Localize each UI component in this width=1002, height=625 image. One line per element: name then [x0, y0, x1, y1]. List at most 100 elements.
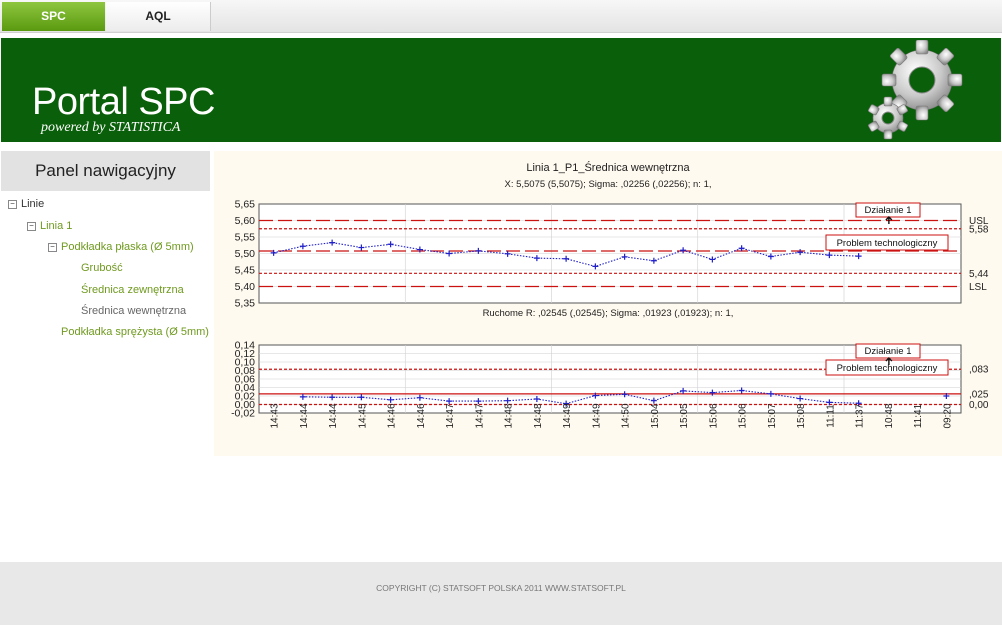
- x-tick-label: 15:08: [796, 403, 807, 428]
- chart-subtitle: X: 5,5075 (5,5075); Sigma: ,02256 (,0225…: [504, 179, 711, 190]
- x-tick-label: 10:48: [884, 403, 895, 428]
- portal-subtitle: powered by STATISTICA: [41, 120, 181, 135]
- data-point: [943, 393, 950, 399]
- x-tick-label: 14:44: [299, 403, 310, 428]
- y-tick-label: 5,45: [235, 265, 256, 277]
- x-tick-label: 14:46: [387, 403, 398, 428]
- data-point: [621, 391, 628, 398]
- data-point: [416, 246, 423, 253]
- data-point: [855, 400, 862, 407]
- data-point: [709, 389, 716, 396]
- data-point: [797, 395, 804, 402]
- data-point: [650, 397, 657, 404]
- nav-panel-heading: Panel nawigacyjny: [1, 151, 210, 191]
- y-tick-label: 0,08: [235, 365, 256, 377]
- x-tick-label: 11:41: [913, 403, 924, 428]
- x-tick-label: 11:11: [825, 404, 836, 428]
- y-tick-label: 0,02: [235, 391, 256, 403]
- tree-item-podkladka-plaska[interactable]: − Podkładka płaska (Ø 5mm): [48, 241, 194, 253]
- data-point: [533, 395, 540, 402]
- x-tick-label: 14:49: [591, 403, 602, 428]
- data-point: [446, 398, 453, 405]
- x-tick-label: 09:20: [942, 403, 953, 428]
- x-tick-label: 14:48: [504, 403, 515, 428]
- data-point: [680, 387, 687, 394]
- tree-item-label: Linie: [21, 198, 45, 210]
- control-chart: Linia 1_P1_Średnica wewnętrzna X: 5,5075 …: [231, 161, 989, 429]
- data-point: [358, 244, 365, 251]
- y-tick-label: 5,60: [235, 215, 256, 227]
- data-point: [563, 255, 570, 262]
- x-tick-label: 14:49: [562, 403, 573, 428]
- y-tick-label: 5,35: [235, 298, 256, 310]
- y-tick-label: 5,55: [235, 232, 256, 244]
- y-tick-label: 0,06: [235, 374, 256, 386]
- data-point: [270, 249, 277, 256]
- data-point: [329, 239, 336, 246]
- data-point: [797, 249, 804, 256]
- tab-spc[interactable]: SPC: [2, 2, 105, 31]
- tree-item-label: Podkładka płaska (Ø 5mm): [61, 241, 194, 253]
- annotation-label: Problem technologiczny: [837, 238, 938, 249]
- data-point: [475, 247, 482, 254]
- chart-title: Linia 1_P1_Średnica wewnętrzna: [526, 161, 690, 174]
- annotation-label: Działanie 1: [865, 205, 912, 216]
- tree-item-label: Grubość: [81, 262, 123, 274]
- data-point: [329, 394, 336, 401]
- control-limit-label: 0,00: [969, 400, 989, 411]
- copyright-text: COPYRIGHT (C) STATSOFT POLSKA 2011 WWW.S…: [376, 583, 626, 593]
- tree-item-label: Linia 1: [40, 220, 73, 232]
- tree-item-srednica-wewnetrzna[interactable]: Średnica wewnętrzna: [81, 305, 186, 317]
- tree-item-label: Podkładka sprężysta (Ø 5mm): [61, 326, 209, 338]
- x-tick-label: 15:07: [767, 403, 778, 428]
- tab-aql[interactable]: AQL: [106, 2, 211, 31]
- data-point: [680, 247, 687, 254]
- x-tick-label: 14:47: [445, 403, 456, 428]
- data-point: [299, 393, 306, 400]
- collapse-icon[interactable]: −: [8, 199, 17, 209]
- data-point: [826, 399, 833, 406]
- data-point: [475, 398, 482, 405]
- control-limit-label: 5,58: [969, 224, 989, 235]
- control-limit-label: 5,44: [969, 269, 989, 280]
- tree-item-grubosc[interactable]: Grubość: [81, 262, 123, 274]
- x-tick-label: 14:46: [416, 403, 427, 428]
- x-tick-label: 14:43: [270, 403, 281, 428]
- data-point: [387, 241, 394, 248]
- x-tick-label: 14:44: [328, 403, 339, 428]
- top-menu-bar: SPC AQL: [0, 0, 1002, 33]
- data-point: [767, 390, 774, 397]
- annotation-arrow: [885, 216, 893, 224]
- gears-icon: [868, 40, 963, 140]
- x-tick-label: 15:06: [738, 403, 749, 428]
- data-point: [709, 256, 716, 263]
- data-point: [826, 252, 833, 259]
- x-tick-label: 15:04: [650, 403, 661, 428]
- data-point: [563, 400, 570, 407]
- y-tick-label: -0,02: [231, 408, 255, 420]
- data-point: [650, 257, 657, 264]
- control-limit-label: ,025: [969, 389, 989, 400]
- tree-item-linie[interactable]: − Linie: [8, 198, 44, 210]
- y-tick-label: 0,10: [235, 357, 256, 369]
- x-tick-label: 14:47: [474, 403, 485, 428]
- data-point: [738, 245, 745, 252]
- tree-item-label: Średnica wewnętrzna: [81, 305, 187, 317]
- header-banner: Portal SPC powered by STATISTICA: [1, 38, 1001, 142]
- x-tick-label: 14:48: [533, 403, 544, 428]
- tree-item-linia-1[interactable]: − Linia 1: [27, 220, 72, 232]
- x-tick-label: 11:37: [855, 403, 866, 428]
- data-point: [358, 394, 365, 401]
- tree-item-srednica-zewnetrzna[interactable]: Średnica zewnętrzna: [81, 284, 184, 296]
- data-point: [387, 396, 394, 403]
- y-tick-label: 5,50: [235, 248, 256, 260]
- collapse-icon[interactable]: −: [48, 242, 57, 252]
- x-tick-label: 14:45: [357, 403, 368, 428]
- data-point: [592, 263, 599, 270]
- collapse-icon[interactable]: −: [27, 221, 36, 231]
- data-point: [299, 243, 306, 250]
- data-point: [738, 387, 745, 394]
- y-tick-label: 5,65: [235, 199, 256, 211]
- tree-item-podkladka-sprezysta[interactable]: Podkładka sprężysta (Ø 5mm): [61, 326, 209, 338]
- control-limit-label: USL: [969, 216, 989, 227]
